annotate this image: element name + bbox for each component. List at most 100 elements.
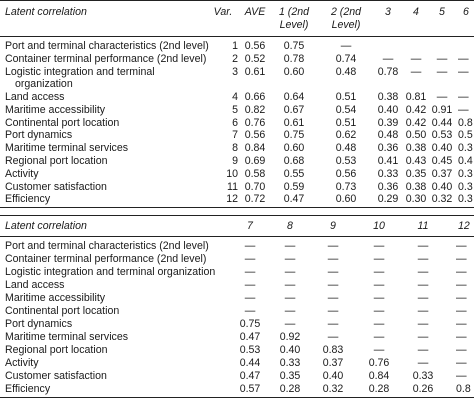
correlation-cell: 0.36	[377, 181, 399, 193]
correlation-cell: 0.3	[458, 168, 473, 180]
ave-value: 0.56	[244, 40, 266, 52]
correlation-cell: —	[284, 266, 296, 278]
table1-col2-header-line1: 2 (2nd	[330, 6, 362, 18]
correlation-cell: 0.29	[377, 193, 399, 205]
correlation-cell: 0.78	[377, 66, 399, 78]
correlation-cell: —	[417, 305, 429, 317]
correlation-cell: —	[327, 318, 339, 330]
correlation-cell: 0.40	[431, 181, 453, 193]
correlation-cell: —	[458, 104, 469, 116]
correlation-cell: —	[436, 53, 448, 65]
ave-value: 0.58	[244, 168, 266, 180]
correlation-cell: 0.8	[456, 383, 471, 395]
correlation-cell: 0.37	[322, 357, 344, 369]
ave-value: 0.72	[244, 193, 266, 205]
table1-ave-header: AVE	[244, 6, 266, 18]
correlation-cell: —	[410, 66, 422, 78]
correlation-cell: 0.75	[283, 40, 305, 52]
ave-value: 0.52	[244, 53, 266, 65]
table2-col12-header: 12	[458, 220, 470, 232]
table1-title-header: Latent correlation	[5, 6, 87, 18]
correlation-cell: 0.48	[377, 129, 399, 141]
correlation-cell: 0.62	[335, 129, 357, 141]
correlation-cell: 0.42	[405, 117, 427, 129]
table2-col10-header: 10	[373, 220, 385, 232]
correlation-cell: —	[327, 279, 339, 291]
var-number: 4	[232, 91, 238, 103]
correlation-cell: 0.3	[458, 193, 473, 205]
row-label: Port dynamics	[5, 129, 73, 141]
correlation-cell: 0.47	[283, 193, 305, 205]
correlation-cell: 0.38	[405, 142, 427, 154]
correlation-cell: —	[373, 253, 385, 265]
var-number: 7	[232, 129, 238, 141]
table2-col8-header: 8	[287, 220, 293, 232]
row-label: Logistic integration and terminal	[5, 66, 155, 78]
correlation-cell: 0.39	[377, 117, 399, 129]
correlation-cell: 0.38	[377, 91, 399, 103]
var-number: 8	[232, 142, 238, 154]
correlation-cell: 0.50	[405, 129, 427, 141]
correlation-cell: 0.51	[335, 91, 357, 103]
ave-value: 0.82	[244, 104, 266, 116]
row-label: Customer satisfaction	[5, 370, 107, 382]
correlation-cell: 0.33	[377, 168, 399, 180]
correlation-cell: 0.81	[405, 91, 427, 103]
correlation-cell: 0.37	[431, 168, 453, 180]
correlation-cell: 0.74	[335, 53, 357, 65]
table2-title-header: Latent correlation	[5, 220, 87, 232]
correlation-cell: —	[284, 318, 296, 330]
correlation-cell: 0.33	[279, 357, 301, 369]
table2-header-rule	[0, 236, 474, 237]
correlation-cell: —	[417, 253, 429, 265]
row-label: Activity	[5, 168, 39, 180]
table2-top-rule	[0, 215, 474, 216]
correlation-cell: 0.57	[239, 383, 261, 395]
correlation-cell: —	[410, 53, 422, 65]
row-label: Regional port location	[5, 155, 108, 167]
correlation-cell: 0.35	[405, 168, 427, 180]
correlation-cell: —	[373, 279, 385, 291]
row-label: Logistic integration and terminal organi…	[5, 266, 216, 278]
correlation-cell: —	[373, 305, 385, 317]
row-label: Regional port location	[5, 344, 108, 356]
var-number: 1	[232, 40, 238, 52]
table2-col7-header: 7	[247, 220, 253, 232]
correlation-cell: —	[373, 331, 385, 343]
correlation-cell: —	[456, 253, 467, 265]
correlation-cell: —	[327, 240, 339, 252]
row-label: Efficiency	[5, 193, 51, 205]
table1-col6-header: 6	[463, 6, 469, 18]
correlation-cell: 0.32	[431, 193, 453, 205]
correlation-cell: 0.75	[283, 129, 305, 141]
correlation-cell: 0.48	[335, 142, 357, 154]
ave-value: 0.66	[244, 91, 266, 103]
correlation-cell: 0.60	[283, 142, 305, 154]
correlation-cell: 0.54	[335, 104, 357, 116]
correlation-cell: 0.40	[279, 344, 301, 356]
correlation-cell: 0.8	[458, 117, 473, 129]
row-label: Maritime accessibility	[5, 104, 106, 116]
correlation-cell: —	[284, 240, 296, 252]
var-number: 3	[232, 66, 238, 78]
correlation-cell: 0.3	[458, 181, 473, 193]
ave-value: 0.69	[244, 155, 266, 167]
table2-bottom-rule	[0, 397, 474, 398]
row-label: Continental port location	[5, 305, 120, 317]
var-number: 12	[226, 193, 238, 205]
var-number: 5	[232, 104, 238, 116]
var-number: 11	[227, 181, 238, 193]
correlation-cell: 0.78	[283, 53, 305, 65]
row-label: Port and terminal characteristics (2nd l…	[5, 240, 209, 252]
correlation-cell: 0.53	[431, 129, 453, 141]
correlation-cell: 0.68	[283, 155, 305, 167]
correlation-cell: —	[373, 266, 385, 278]
table1-col2-header-line2: Level)	[331, 19, 361, 31]
correlation-cell: 0.51	[335, 117, 357, 129]
var-number: 10	[226, 168, 238, 180]
correlation-cell: 0.4	[458, 155, 473, 167]
correlation-cell: —	[327, 305, 339, 317]
correlation-cell: 0.53	[239, 344, 261, 356]
correlation-cell: —	[458, 53, 469, 65]
correlation-cell: 0.40	[322, 370, 344, 382]
